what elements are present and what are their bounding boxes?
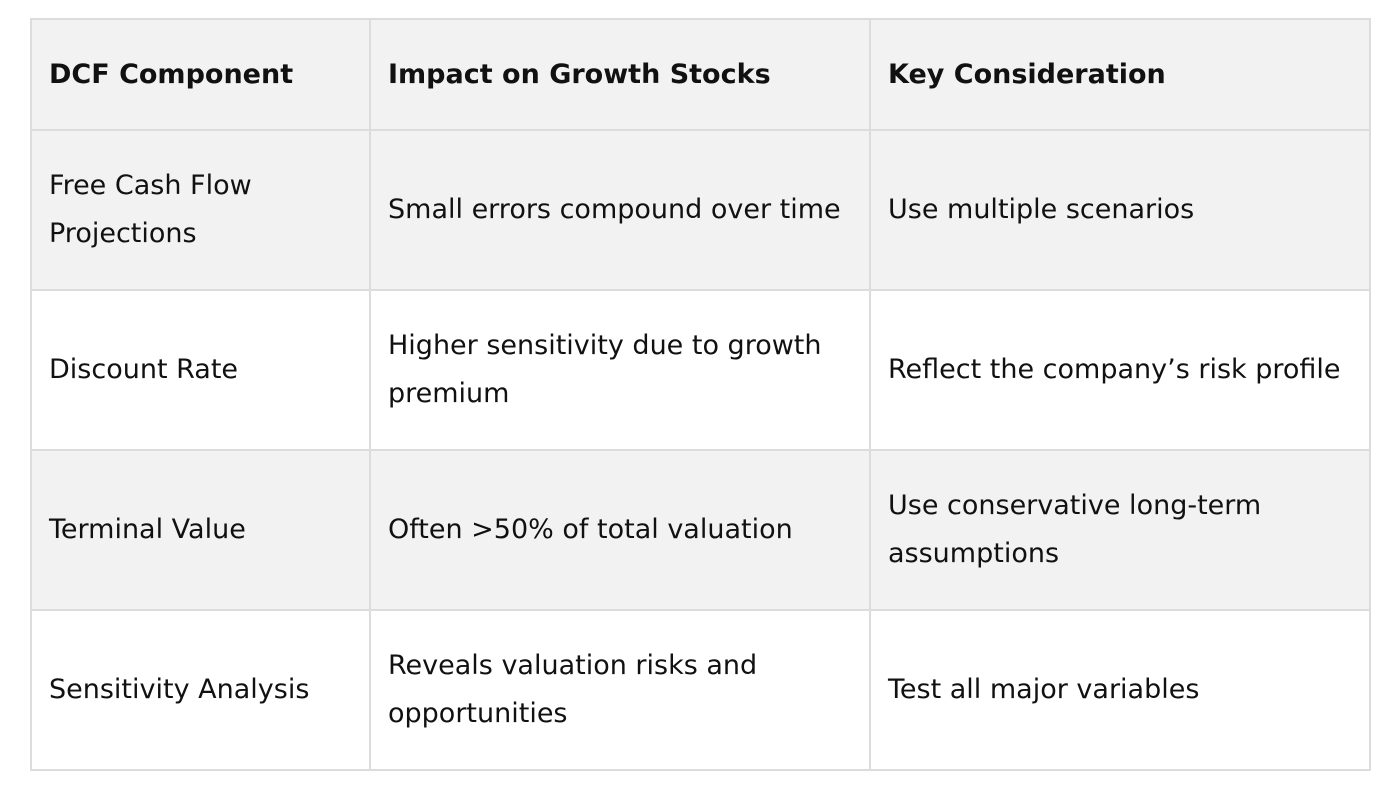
table-cell: Often >50% of total valuation xyxy=(369,449,871,611)
table-cell: Discount Rate xyxy=(30,289,371,451)
table-cell: Use multiple scenarios xyxy=(869,129,1371,291)
header-cell: Impact on Growth Stocks xyxy=(369,18,871,131)
table-cell: Use conservative long-term assumptions xyxy=(869,449,1371,611)
header-cell: DCF Component xyxy=(30,18,371,131)
table-row: Sensitivity Analysis Reveals valuation ri… xyxy=(30,609,1371,771)
header-row: DCF Component Impact on Growth Stocks Key … xyxy=(30,18,1371,131)
table-cell: Sensitivity Analysis xyxy=(30,609,371,771)
table-cell: Small errors compound over time xyxy=(369,129,871,291)
table-row: Discount Rate Higher sensitivity due to g… xyxy=(30,289,1371,451)
data-table: DCF Component Impact on Growth Stocks Key … xyxy=(30,18,1371,771)
table-cell: Reveals valuation risks and opportunitie… xyxy=(369,609,871,771)
table-header: DCF Component Impact on Growth Stocks Key … xyxy=(30,18,1371,131)
table-cell: Terminal Value xyxy=(30,449,371,611)
table-row: Free Cash Flow Projections Small errors c… xyxy=(30,129,1371,291)
table-body: Free Cash Flow Projections Small errors c… xyxy=(30,129,1371,771)
table-cell: Higher sensitivity due to growth premium xyxy=(369,289,871,451)
header-cell: Key Consideration xyxy=(869,18,1371,131)
table-cell: Test all major variables xyxy=(869,609,1371,771)
table-cell: Free Cash Flow Projections xyxy=(30,129,371,291)
table-cell: Reflect the company’s risk profile xyxy=(869,289,1371,451)
table-row: Terminal Value Often >50% of total valuat… xyxy=(30,449,1371,611)
